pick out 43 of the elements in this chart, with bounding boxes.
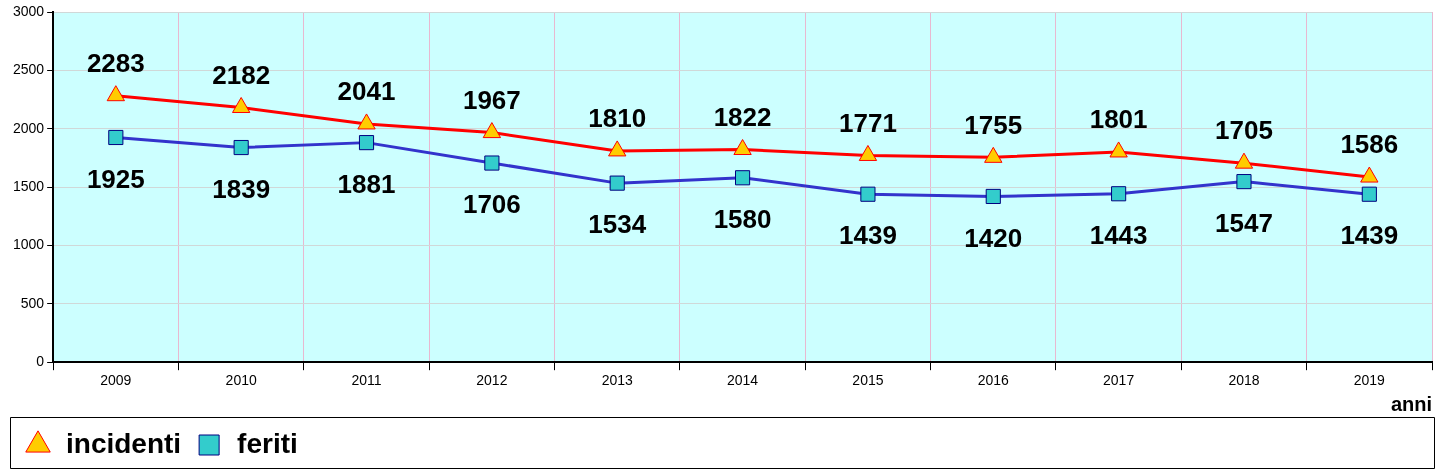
- y-tick-label: 2000: [12, 119, 45, 136]
- data-label: 1839: [212, 173, 271, 204]
- y-tick-label: 1000: [12, 236, 45, 253]
- y-tick-label: 3000: [12, 2, 45, 19]
- x-tick-label: 2015: [852, 372, 884, 389]
- x-tick-label: 2014: [726, 372, 759, 389]
- data-label: 1755: [964, 109, 1023, 140]
- x-tick-label: 2013: [601, 372, 633, 389]
- data-label: 1925: [86, 163, 145, 194]
- data-label: 1810: [588, 103, 647, 134]
- x-tick-label: 2018: [1228, 372, 1260, 389]
- data-label: 1586: [1340, 129, 1399, 160]
- x-tick-label: 2019: [1353, 372, 1386, 389]
- y-tick-label: 500: [20, 294, 45, 311]
- data-label: 1547: [1215, 207, 1273, 238]
- y-tick-label: 0: [36, 353, 45, 370]
- x-tick-label: 2009: [100, 372, 132, 389]
- data-label: 2041: [337, 76, 396, 107]
- data-label: 1439: [1340, 220, 1399, 251]
- data-label: 1801: [1089, 104, 1148, 135]
- data-label: 1822: [713, 101, 772, 132]
- data-label: 1420: [964, 222, 1023, 253]
- legend-label: feriti: [237, 427, 298, 459]
- y-tick-label: 2500: [12, 61, 45, 78]
- data-label: 1443: [1089, 219, 1148, 250]
- x-tick-label: 2012: [476, 372, 508, 389]
- x-tick-label: 2017: [1103, 372, 1135, 389]
- data-label: 1881: [337, 168, 396, 199]
- legend-label: incidenti: [66, 427, 182, 459]
- data-label: 1580: [713, 203, 772, 234]
- data-label: 1705: [1215, 115, 1273, 146]
- x-tick-label: 2016: [977, 372, 1010, 389]
- data-label: 2182: [212, 59, 271, 90]
- data-label: 1771: [839, 107, 897, 138]
- data-label: 1706: [462, 189, 521, 220]
- x-tick-label: 2011: [351, 372, 382, 389]
- y-tick-label: 1500: [12, 177, 45, 194]
- x-tick-label: 2010: [225, 372, 257, 389]
- data-label: 1967: [462, 84, 521, 115]
- data-label: 1439: [839, 220, 897, 251]
- data-label: 1534: [588, 209, 647, 240]
- x-axis-title: anni: [1390, 392, 1432, 415]
- data-label: 2283: [86, 47, 145, 78]
